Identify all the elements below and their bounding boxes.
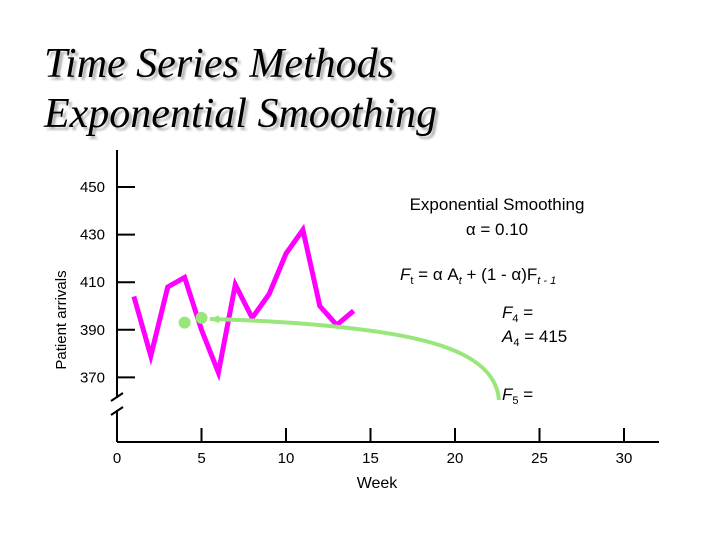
y-tick-label: 450 [80,179,105,196]
series-line-actual [131,223,356,382]
axis-break-marker [110,392,124,416]
f5-label: F5 = [502,385,533,407]
x-tick-label: 20 [447,450,464,467]
a4-label: A4 = 415 [501,327,567,349]
y-axis-label: Patient arrivals [53,270,70,369]
x-axis-label: Week [357,475,399,492]
annotation-heading: Exponential Smoothing [410,195,585,214]
title-line-2: Exponential Smoothing [44,91,438,137]
x-tick-label: 25 [531,450,548,467]
annotation-alpha: α = 0.10 [466,220,528,239]
f4-label: F4 = [502,303,533,325]
forecast-point [178,316,191,329]
x-tick-label: 10 [278,450,295,467]
x-tick-label: 15 [362,450,379,467]
formula: Ft = α At + (1 - α)Ft - 1 [400,265,556,287]
y-tick-label: 390 [80,322,105,339]
title-line-1: Time Series Methods [44,41,394,87]
y-tick-label: 430 [80,227,105,244]
forecast-point [195,311,208,324]
x-tick-label: 5 [197,450,205,467]
x-tick-label: 0 [113,450,121,467]
y-tick-label: 370 [80,369,105,386]
y-tick-label: 410 [80,274,105,291]
x-tick-label: 30 [616,450,633,467]
forecast-arrow [209,315,501,401]
